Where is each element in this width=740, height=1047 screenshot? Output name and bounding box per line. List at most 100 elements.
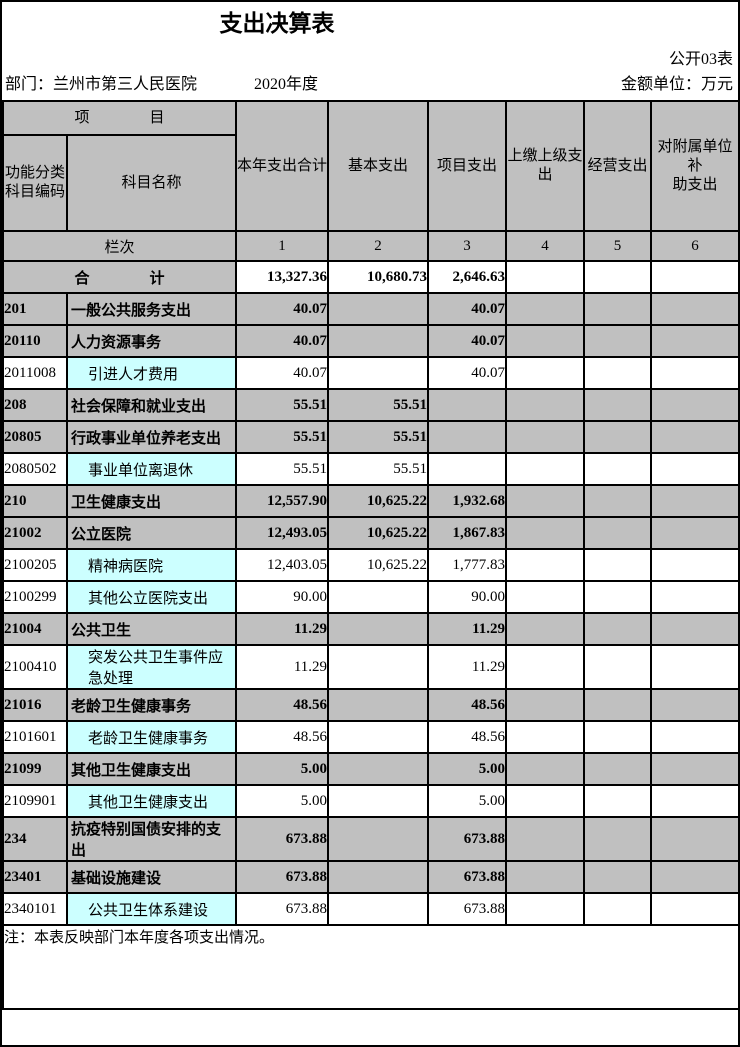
row-value-2 xyxy=(327,356,430,390)
row-value-3: 11.29 xyxy=(427,644,508,690)
table-row: 2011008 引进人才费用 40.07 40.07 xyxy=(2,356,738,390)
name-column-header: 科目名称 xyxy=(65,134,238,232)
row-value-1: 673.88 xyxy=(235,892,330,926)
row-value-2 xyxy=(327,688,430,722)
row-code: 20110 xyxy=(2,324,68,358)
row-code: 2080502 xyxy=(2,452,68,486)
row-value-2 xyxy=(327,784,430,818)
column-header-operating: 经营支出 xyxy=(583,100,653,232)
table-row: 20110 人力资源事务 40.07 40.07 xyxy=(2,324,738,358)
row-value-4 xyxy=(505,356,586,390)
expenditure-table: 项 目 本年支出合计 基本支出 项目支出 上缴上级支出 经营支出 对附属单位补 … xyxy=(2,100,738,1010)
row-value-3 xyxy=(427,420,508,454)
row-subject-name: 突发公共卫生事件应急处理 xyxy=(65,644,238,690)
column-header-upturn: 上缴上级支出 xyxy=(505,100,586,232)
row-value-4 xyxy=(505,752,586,786)
row-code: 2100205 xyxy=(2,548,68,582)
table-row: 234 抗疫特别国债安排的支出 673.88 673.88 xyxy=(2,816,738,862)
row-code: 20805 xyxy=(2,420,68,454)
column-number-5: 5 xyxy=(583,230,653,262)
row-code: 2100299 xyxy=(2,580,68,614)
row-value-3: 5.00 xyxy=(427,752,508,786)
row-value-1: 12,493.05 xyxy=(235,516,330,550)
row-subject-name: 一般公共服务支出 xyxy=(65,292,238,326)
row-value-4 xyxy=(505,860,586,894)
row-value-3: 90.00 xyxy=(427,580,508,614)
row-value-6 xyxy=(650,356,738,390)
row-value-4 xyxy=(505,720,586,754)
total-value-1: 13,327.36 xyxy=(235,260,330,294)
row-value-3: 40.07 xyxy=(427,356,508,390)
row-value-3: 673.88 xyxy=(427,816,508,862)
department-label: 部门：兰州市第三人民医院 xyxy=(5,76,198,93)
row-code: 21004 xyxy=(2,612,68,646)
row-value-3: 11.29 xyxy=(427,612,508,646)
row-value-2 xyxy=(327,644,430,690)
row-value-6 xyxy=(650,752,738,786)
row-value-2 xyxy=(327,292,430,326)
row-subject-name: 基础设施建设 xyxy=(65,860,238,894)
row-value-5 xyxy=(583,516,653,550)
table-row: 201 一般公共服务支出 40.07 40.07 xyxy=(2,292,738,326)
row-subject-name: 老龄卫生健康事务 xyxy=(65,720,238,754)
row-value-4 xyxy=(505,452,586,486)
table-row: 21099 其他卫生健康支出 5.00 5.00 xyxy=(2,752,738,786)
header-row-column-numbers: 栏次 1 2 3 4 5 6 xyxy=(2,230,738,262)
column-number-3: 3 xyxy=(427,230,508,262)
row-value-5 xyxy=(583,860,653,894)
row-value-2: 55.51 xyxy=(327,420,430,454)
table-row: 2109901 其他卫生健康支出 5.00 5.00 xyxy=(2,784,738,818)
total-value-2: 10,680.73 xyxy=(327,260,430,294)
row-value-6 xyxy=(650,720,738,754)
row-value-4 xyxy=(505,784,586,818)
row-subject-name: 人力资源事务 xyxy=(65,324,238,358)
row-value-1: 40.07 xyxy=(235,292,330,326)
total-value-4 xyxy=(505,260,586,294)
table-row: 210 卫生健康支出 12,557.90 10,625.22 1,932.68 xyxy=(2,484,738,518)
row-value-1: 12,557.90 xyxy=(235,484,330,518)
row-value-2: 10,625.22 xyxy=(327,484,430,518)
row-value-6 xyxy=(650,324,738,358)
row-subject-name: 精神病医院 xyxy=(65,548,238,582)
total-label: 合 计 xyxy=(2,260,238,294)
amount-unit-label: 金额单位：万元 xyxy=(620,76,733,93)
table-row: 21002 公立医院 12,493.05 10,625.22 1,867.83 xyxy=(2,516,738,550)
row-value-6 xyxy=(650,784,738,818)
row-value-5 xyxy=(583,580,653,614)
column-header-total: 本年支出合计 xyxy=(235,100,330,232)
page-title: 支出决算表 xyxy=(219,11,335,36)
header-row-project: 项 目 本年支出合计 基本支出 项目支出 上缴上级支出 经营支出 对附属单位补 … xyxy=(2,100,738,232)
row-value-4 xyxy=(505,688,586,722)
row-value-4 xyxy=(505,324,586,358)
form-code-label: 公开03表 xyxy=(668,51,733,68)
row-value-3: 673.88 xyxy=(427,860,508,894)
row-value-1: 12,403.05 xyxy=(235,548,330,582)
row-value-5 xyxy=(583,688,653,722)
row-subject-name: 老龄卫生健康事务 xyxy=(65,688,238,722)
row-value-1: 55.51 xyxy=(235,452,330,486)
row-value-4 xyxy=(505,548,586,582)
row-code: 21002 xyxy=(2,516,68,550)
total-row: 合 计 13,327.36 10,680.73 2,646.63 xyxy=(2,260,738,294)
row-code: 2011008 xyxy=(2,356,68,390)
row-value-3: 40.07 xyxy=(427,292,508,326)
table-note: 注：本表反映部门本年度各项支出情况。 xyxy=(2,924,738,1010)
row-value-5 xyxy=(583,816,653,862)
row-value-6 xyxy=(650,860,738,894)
table-row: 2340101 公共卫生体系建设 673.88 673.88 xyxy=(2,892,738,926)
row-subject-name: 行政事业单位养老支出 xyxy=(65,420,238,454)
row-code: 201 xyxy=(2,292,68,326)
row-code: 2340101 xyxy=(2,892,68,926)
row-value-4 xyxy=(505,580,586,614)
total-value-3: 2,646.63 xyxy=(427,260,508,294)
row-value-5 xyxy=(583,420,653,454)
row-subject-name: 事业单位离退休 xyxy=(65,452,238,486)
row-value-2 xyxy=(327,612,430,646)
row-code: 208 xyxy=(2,388,68,422)
meta-row: 部门：兰州市第三人民医院 2020年度 金额单位：万元 xyxy=(2,74,738,100)
table-row: 2100205 精神病医院 12,403.05 10,625.22 1,777.83 xyxy=(2,548,738,582)
row-code: 23401 xyxy=(2,860,68,894)
row-value-6 xyxy=(650,516,738,550)
table-row: 21004 公共卫生 11.29 11.29 xyxy=(2,612,738,646)
